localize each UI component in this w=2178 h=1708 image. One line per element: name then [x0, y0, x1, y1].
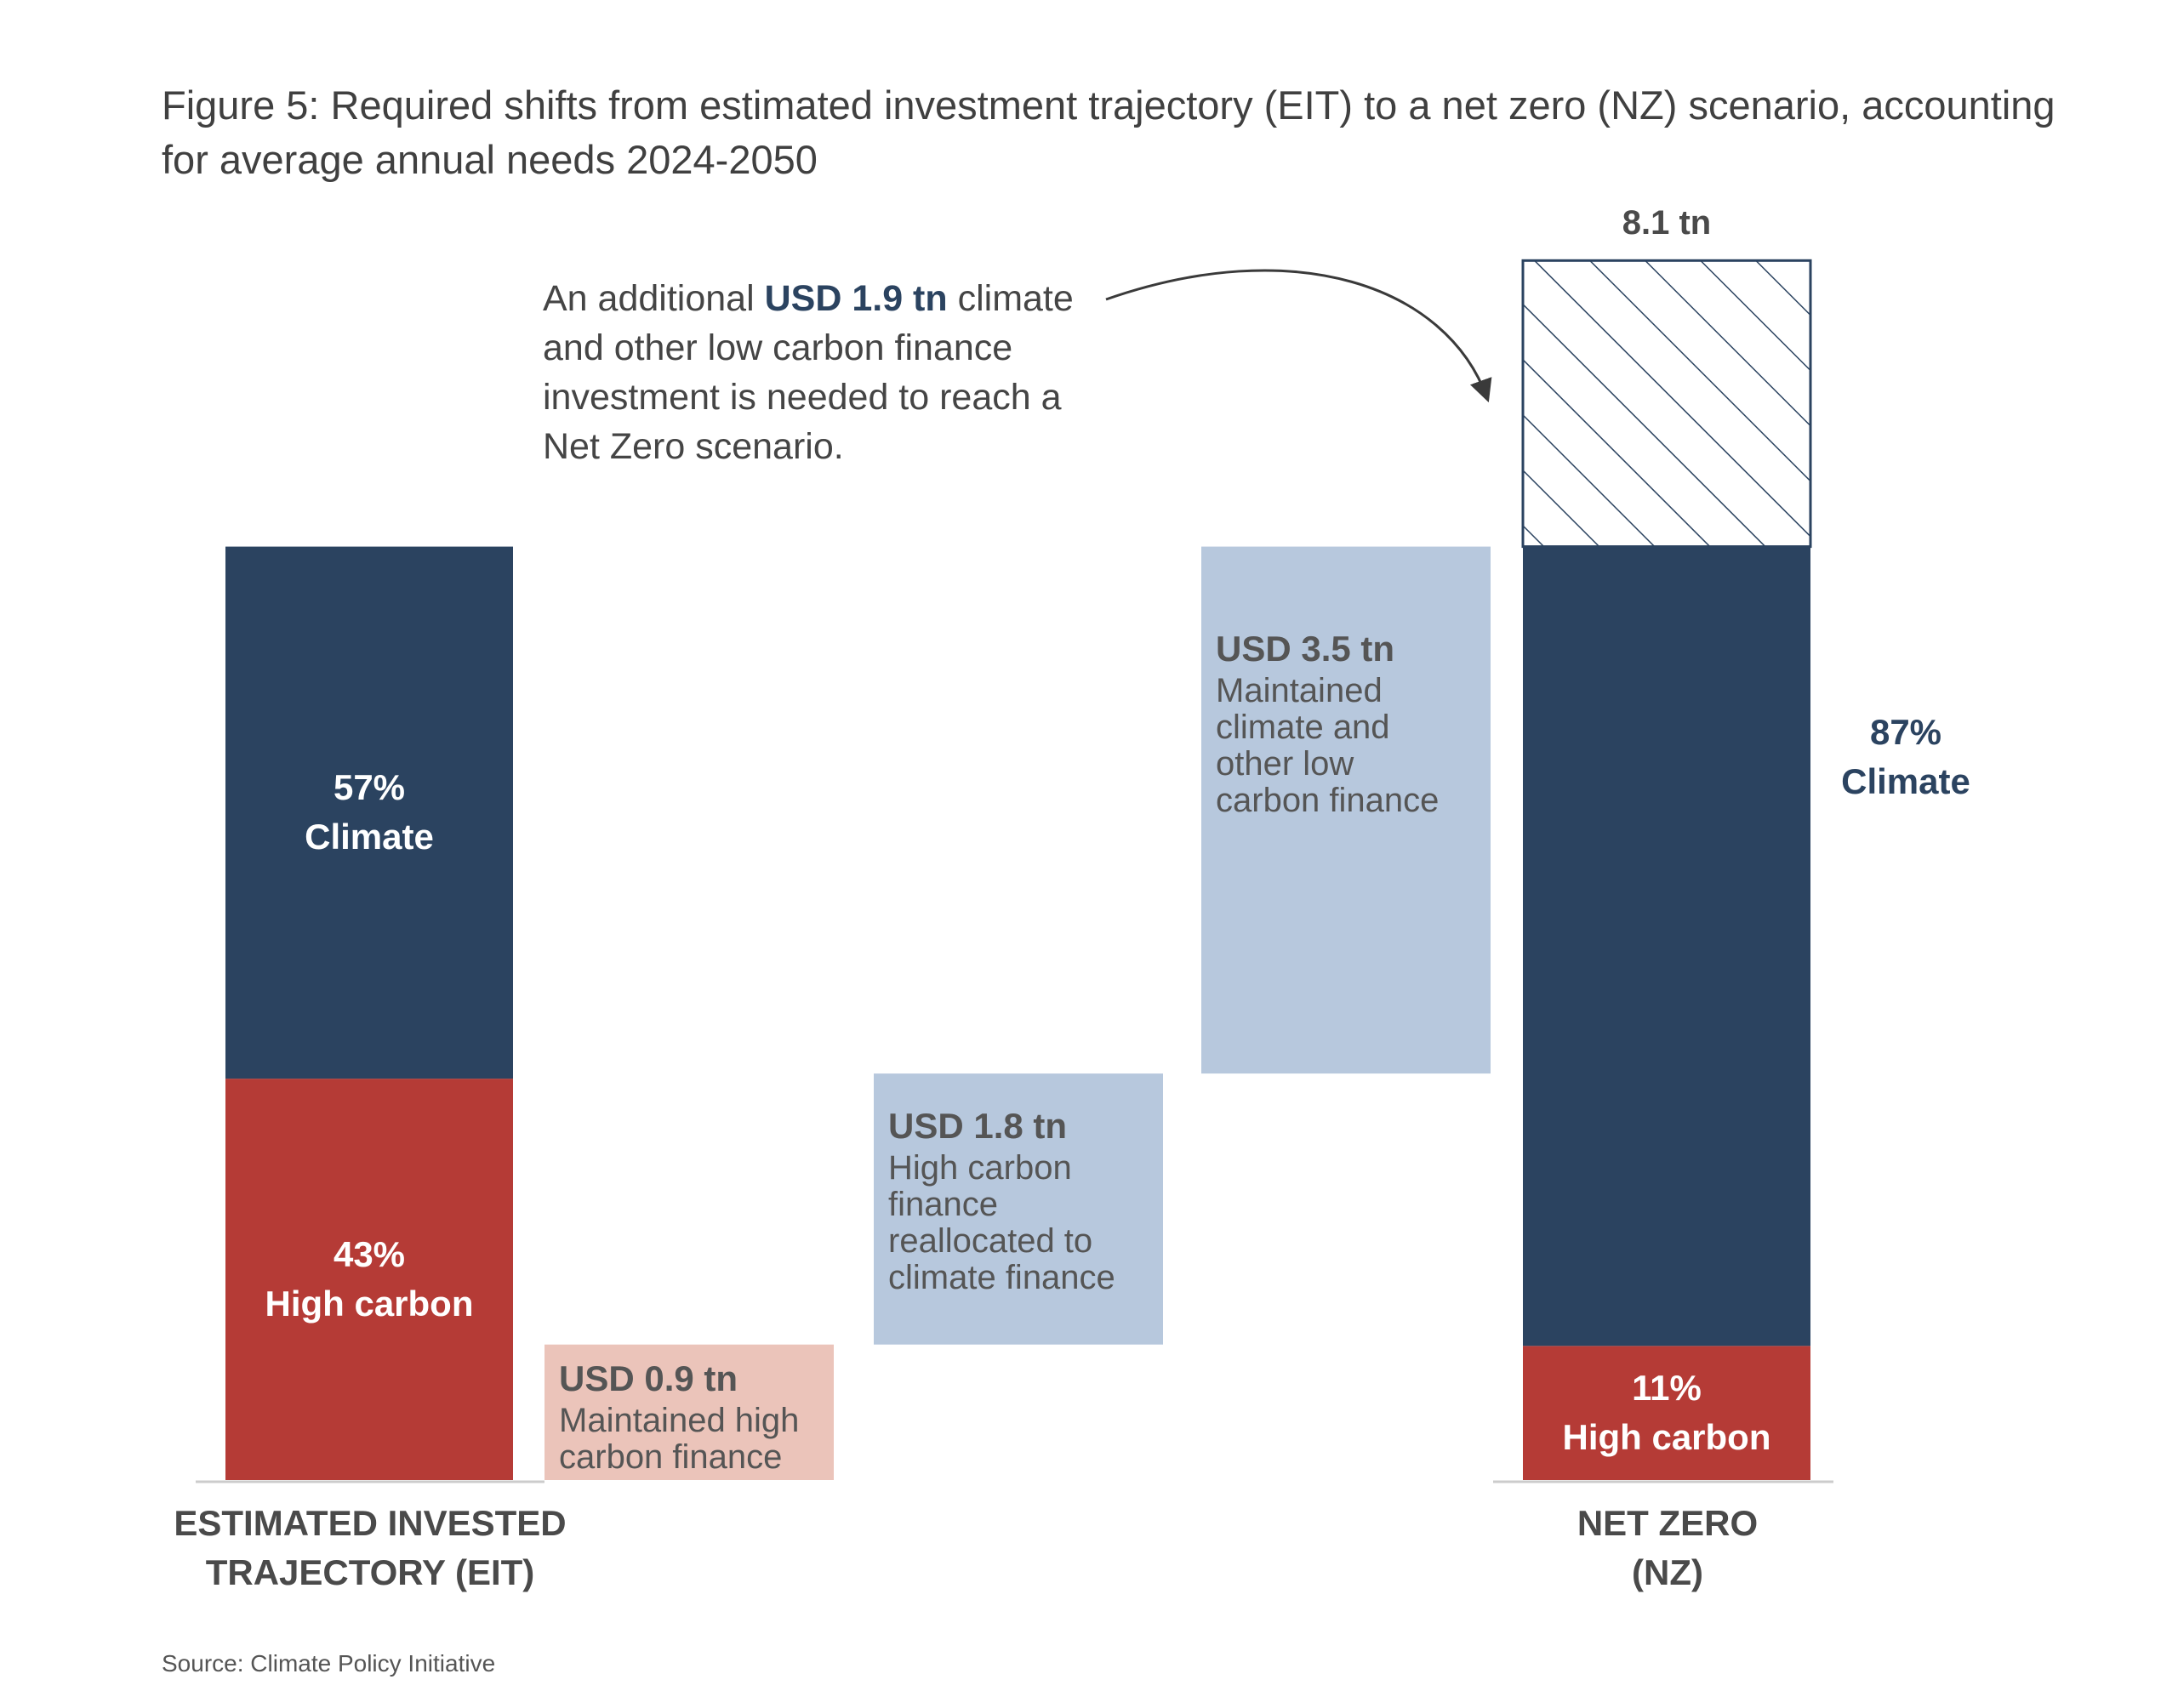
- annotation-line4: Net Zero scenario.: [543, 426, 844, 467]
- nz-climate-label-pct: 87%: [1869, 712, 1942, 752]
- eit-high-carbon-label-text: High carbon: [265, 1284, 474, 1324]
- nz-high-carbon-label-text: High carbon: [1562, 1417, 1771, 1458]
- annotation-arrow: [1105, 269, 1492, 403]
- waterfall-bar-reallocated: [874, 1073, 1163, 1345]
- annotation-line3: investment is needed to reach a: [543, 377, 1062, 418]
- waterfall-label-reallocated-value: USD 1.8 tn: [888, 1106, 1068, 1147]
- waterfall-label-maintained-high-carbon-desc: Maintained high carbon finance: [559, 1401, 800, 1476]
- eit-high-carbon-bar: [225, 1079, 513, 1480]
- chart-title-line1: Figure 5: Required shifts from estimated…: [162, 83, 2055, 128]
- eit-climate-bar: [225, 546, 513, 1079]
- nz-climate-label-text: Climate: [1841, 761, 1970, 801]
- waterfall-bar-maintained-high-carbon: [544, 1344, 834, 1480]
- nz-high-carbon-bar: [1523, 1346, 1810, 1480]
- waterfall-label-reallocated-desc: High carbon finance reallocated to clima…: [888, 1149, 1115, 1297]
- annotation-line2: and other low carbon finance: [543, 327, 1013, 368]
- eit-climate-label-pct: 57%: [333, 767, 406, 808]
- x-label-eit: ESTIMATED INVESTED TRAJECTORY (EIT): [136, 1499, 604, 1597]
- nz-climate-bar: [1523, 546, 1810, 1346]
- eit-high-carbon-label: 43% High carbon: [225, 1230, 513, 1329]
- chart-title-line2: for average annual needs 2024-2050: [162, 137, 818, 182]
- waterfall-bar-maintained-climate: [1201, 546, 1491, 1074]
- eit-climate-label-text: Climate: [305, 817, 434, 857]
- waterfall-label-maintained-climate-value: USD 3.5 tn: [1216, 628, 1395, 669]
- nz-climate-label: 87% Climate: [1829, 708, 1982, 806]
- annotation-amount: USD 1.9 tn: [764, 278, 948, 319]
- annotation-suffix: climate: [957, 278, 1074, 319]
- chart-title: Figure 5: Required shifts from estimated…: [162, 78, 2084, 187]
- waterfall-label-reallocated: USD 1.8 tn High carbon finance reallocate…: [888, 1102, 1160, 1296]
- waterfall-label-maintained-high-carbon: USD 0.9 tn Maintained high carbon finance: [559, 1355, 831, 1476]
- waterfall-label-maintained-high-carbon-value: USD 0.9 tn: [559, 1358, 738, 1398]
- source-note: Source: Climate Policy Initiative: [162, 1650, 496, 1677]
- x-label-nz-line2: (NZ): [1632, 1552, 1703, 1592]
- x-label-eit-line1: ESTIMATED INVESTED: [174, 1503, 567, 1543]
- eit-high-carbon-label-pct: 43%: [333, 1234, 406, 1275]
- eit-climate-label: 57% Climate: [225, 763, 513, 862]
- nz-high-carbon-label-pct: 11%: [1632, 1368, 1702, 1409]
- x-label-eit-line2: TRAJECTORY (EIT): [205, 1552, 535, 1592]
- nz-high-carbon-label: 11% High carbon: [1523, 1364, 1810, 1462]
- waterfall-label-maintained-climate-desc: Maintained climate and other low carbon …: [1216, 671, 1440, 819]
- nz-total-label: 8.1 tn: [1622, 204, 1712, 242]
- annotation-text: An additional USD 1.9 tn climate and oth…: [543, 274, 1121, 471]
- x-label-nz-line1: NET ZERO: [1576, 1503, 1759, 1543]
- waterfall-label-maintained-climate: USD 3.5 tn Maintained climate and other l…: [1216, 625, 1488, 819]
- nz-additional-hatched-bar: [1521, 259, 1812, 549]
- x-label-nz: NET ZERO (NZ): [1497, 1499, 1838, 1597]
- annotation-prefix: An additional: [543, 278, 755, 319]
